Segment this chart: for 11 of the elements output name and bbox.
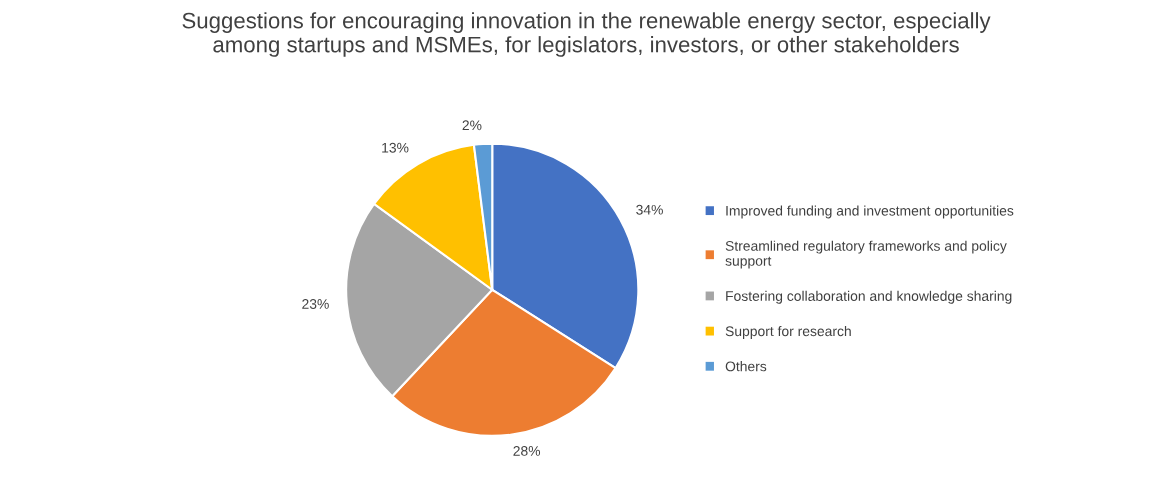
data-label: 2%: [462, 120, 482, 131]
legend-label: Fostering collaboration and knowledge sharing: [726, 290, 1012, 304]
legend-label: Streamlined regulatory frameworks and policy support: [725, 240, 1007, 269]
legend-label: Others: [725, 361, 767, 372]
legend-label: Support for research: [725, 325, 851, 339]
data-label: 28%: [513, 446, 541, 456]
data-label: 34%: [636, 204, 663, 215]
legend-label: Improved funding and investment opportunities: [726, 205, 1014, 219]
data-label: 23%: [302, 299, 329, 309]
data-label: 13%: [382, 142, 409, 153]
chart-title: Suggestions for encouraging innovation in the renewable energy sector, especially among startups and MSMEs, for legislators, investors, or other stakeholders: [182, 12, 991, 57]
